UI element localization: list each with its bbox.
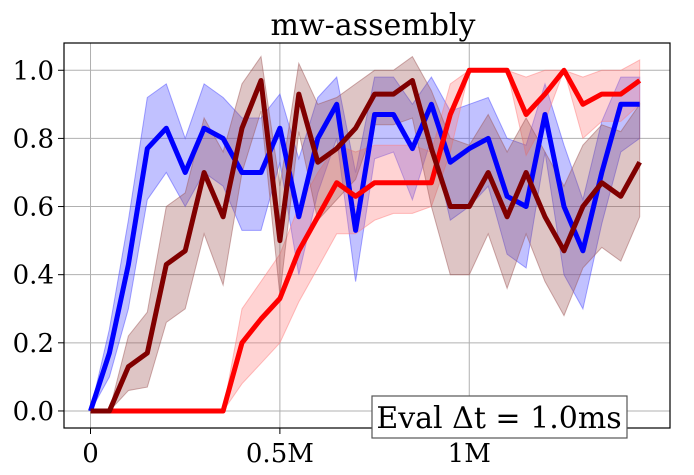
series-lines	[88, 67, 642, 414]
annotation-box: Eval Δt = 1.0ms	[371, 395, 628, 439]
plot-area-frame	[63, 42, 671, 429]
x-axis-ticks: 0 0.5M 1M	[82, 428, 491, 469]
annotation-box-border	[371, 395, 628, 439]
y-tick-label: 0.8	[13, 124, 54, 154]
x-tick-label: 1M	[448, 439, 491, 469]
y-tick-label: 0.0	[13, 397, 54, 427]
y-tick-label: 1.0	[13, 56, 54, 86]
y-tick-label: 0.4	[13, 261, 54, 291]
y-tick-label: 0.6	[13, 193, 54, 223]
series-1-line	[90, 67, 642, 414]
series-0-line	[88, 101, 640, 412]
y-tick-label: 0.2	[13, 329, 54, 359]
x-tick-label: 0.5M	[246, 439, 314, 469]
y-axis-ticks: 0.0 0.2 0.4 0.6 0.8 1.0	[13, 56, 64, 427]
series-2-line	[90, 78, 642, 414]
x-tick-label: 0	[82, 439, 99, 469]
annotation-label: Eval Δt = 1.0ms	[376, 401, 621, 436]
chart-title: mw-assembly	[271, 8, 476, 43]
